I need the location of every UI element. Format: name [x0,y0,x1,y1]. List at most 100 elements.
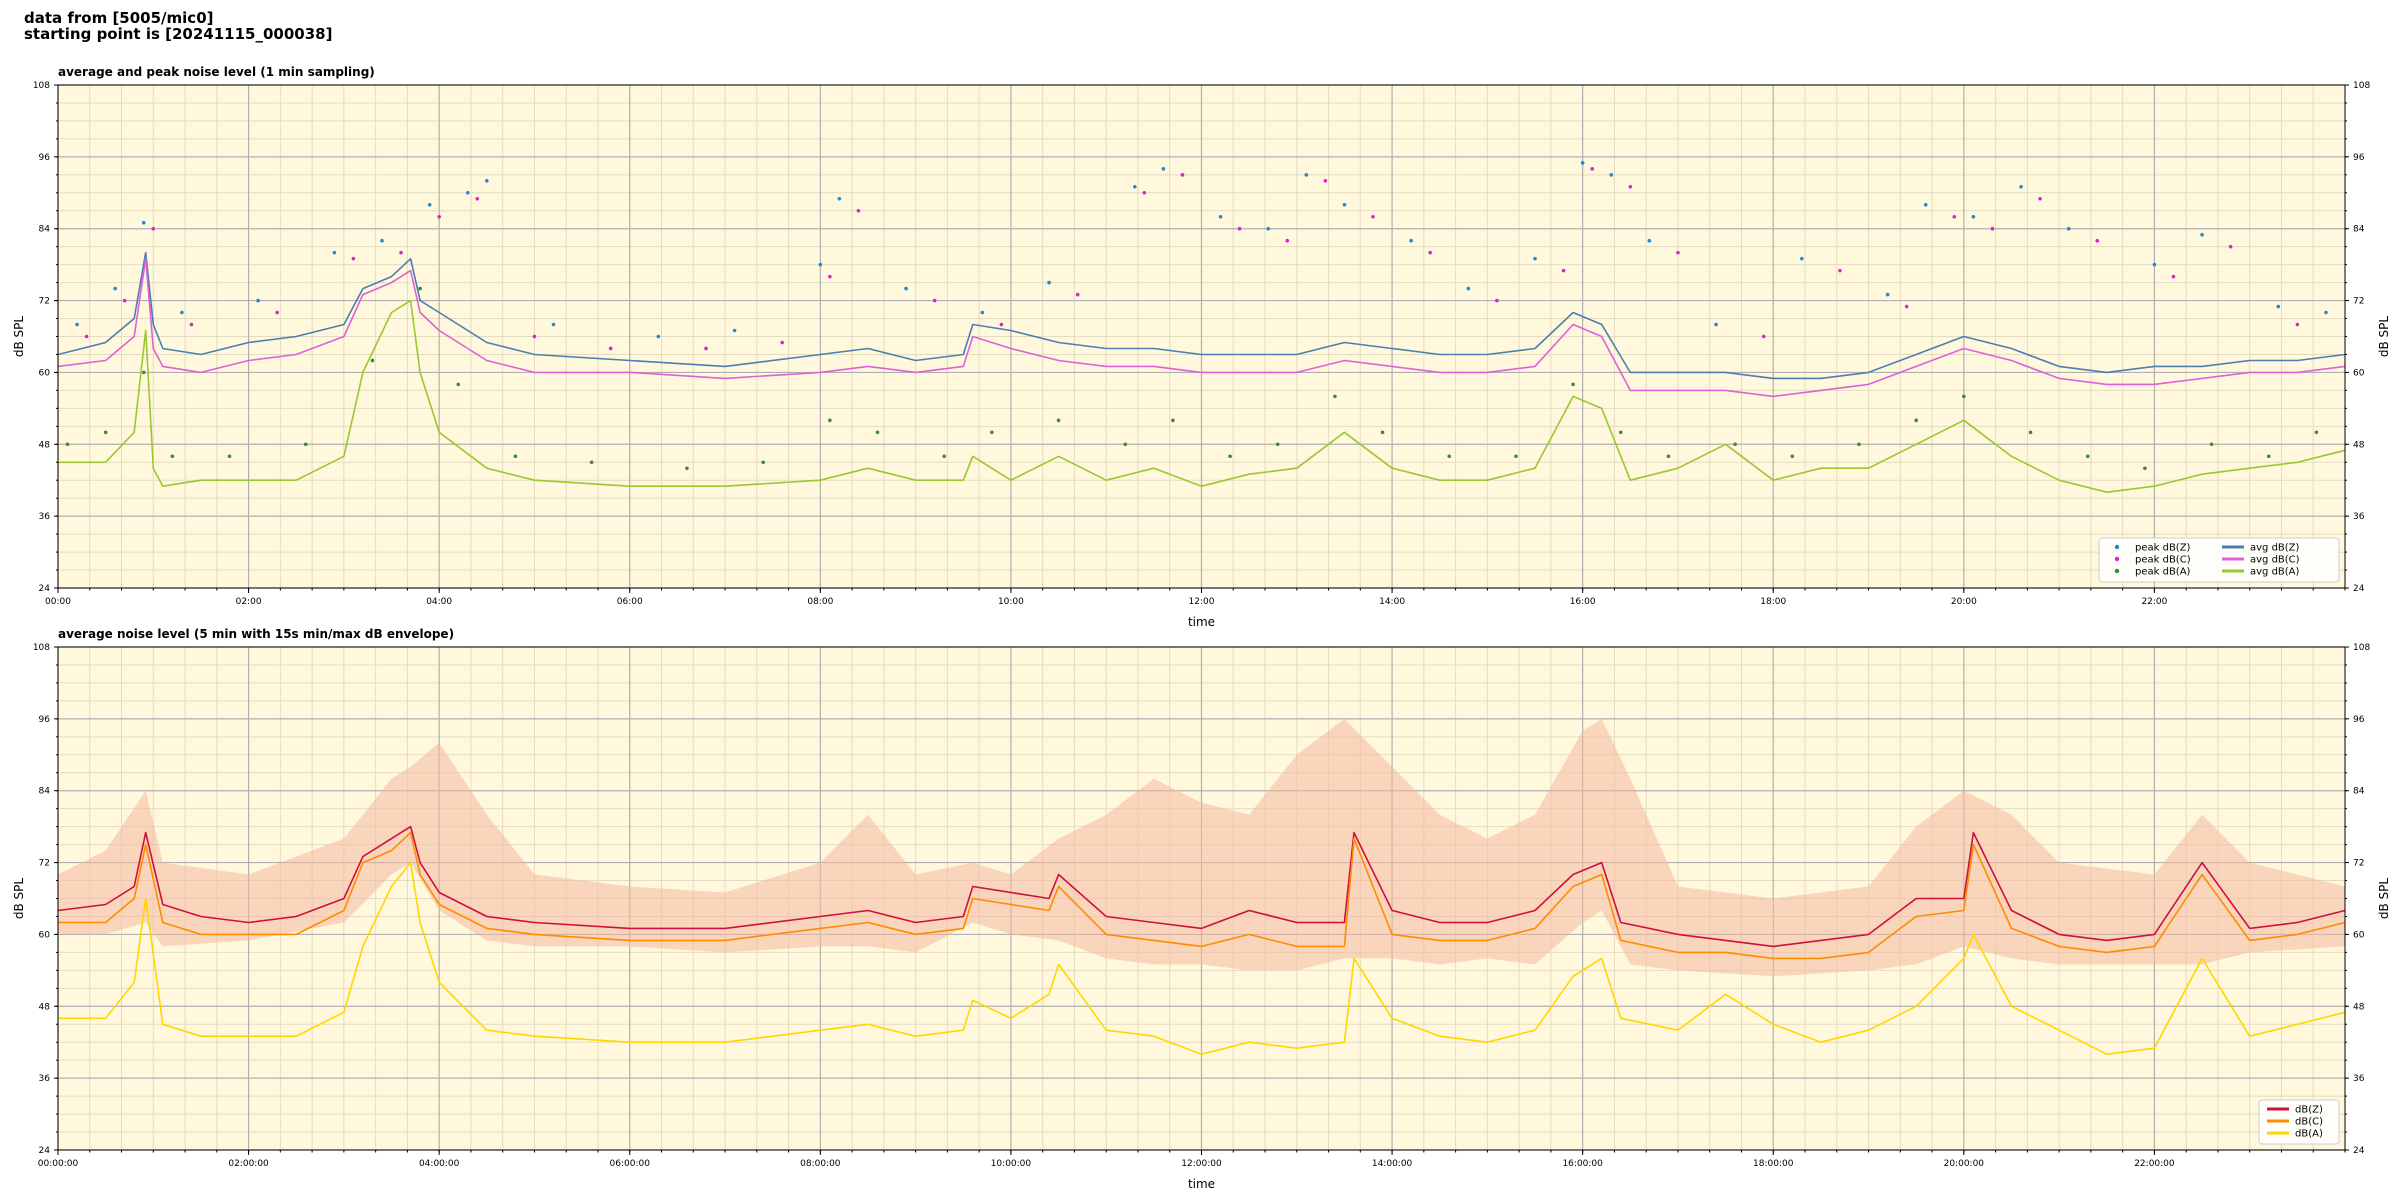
data-point [256,298,260,303]
data-point [1409,238,1413,243]
data-point [1923,202,1928,207]
y-tick-label: 96 [39,715,51,725]
data-point [1676,250,1680,255]
series-line-avg-db-z [57,251,2346,380]
data-point [1666,454,1671,459]
data-point [1628,184,1633,189]
data-point [2085,454,2090,459]
x-tick-label: 06:00:00 [610,1159,651,1169]
x-tick-label: 20:00 [1951,597,1977,607]
data-point [2276,304,2281,309]
data-point [1838,268,1842,273]
data-point [456,382,461,387]
y-axis-label-right: dB SPL [2377,316,2391,358]
data-point [942,454,947,459]
x-tick-label: 02:00:00 [228,1159,269,1169]
y-tick-label-right: 24 [2353,584,2365,594]
data-point [1857,442,1861,447]
data-point [904,286,908,291]
y-axis-label: dB SPL [12,316,26,358]
data-point [485,179,489,183]
data-point [2200,232,2204,237]
envelope-band [58,718,2345,977]
source-label: data from [5005/mic0] [24,9,214,27]
chart-panel-1: 24 24 36 36 48 48 60 60 72 72 84 84 96 96 108 108 00:00 0… [12,65,2391,629]
x-tick-label: 02:00 [236,597,262,607]
y-tick-label: 60 [39,368,51,378]
data-point [351,256,356,261]
data-point [1323,179,1328,183]
x-tick-label: 22:00:00 [2134,1159,2175,1169]
chart-title: average and peak noise level (1 min samp… [58,65,375,79]
data-point [1952,214,1957,219]
y-tick-label: 72 [39,297,50,307]
y-tick-label-right: 24 [2353,1146,2365,1156]
data-point [1590,167,1594,171]
data-point [1990,226,1995,231]
data-point [1533,256,1537,261]
y-axis-label-right: dB SPL [2377,878,2391,920]
x-tick-label: 08:00 [807,597,833,607]
data-point [1161,167,1166,171]
y-tick-label-right: 36 [2353,512,2365,522]
y-tick-label: 24 [39,584,51,594]
data-point [990,430,994,435]
data-point [1056,418,1061,423]
data-point [1904,304,1909,309]
data-point [2324,310,2328,315]
data-point [227,454,232,459]
data-point [1304,173,1309,177]
data-point [704,346,708,351]
y-tick-label: 96 [39,153,51,163]
y-tick-label-right: 96 [2353,715,2365,725]
data-point [1618,430,1623,435]
data-point [151,226,156,231]
data-point [2266,454,2271,459]
data-point [170,454,175,459]
data-point [180,310,184,315]
y-tick-label-right: 108 [2353,81,2370,91]
data-point [837,196,842,201]
data-point [932,298,937,303]
y-tick-label-right: 48 [2353,1002,2365,1012]
data-point [2038,196,2042,201]
data-point [1275,442,1280,447]
data-point [1123,442,1128,447]
data-point [2171,274,2176,279]
data-point [1285,238,1290,243]
legend-label: peak dB(C) [2135,555,2191,566]
legend-marker [2114,568,2120,574]
data-point [1790,454,1795,459]
data-point [1514,454,1518,459]
legend: dB(Z)dB(C)dB(A) [2258,1099,2340,1145]
data-point [1075,292,1080,297]
legend-label: dB(C) [2295,1117,2323,1128]
data-point [1047,280,1051,285]
x-tick-label: 12:00:00 [1181,1159,1222,1169]
legend-label: peak dB(A) [2135,567,2191,578]
x-tick-label: 00:00:00 [38,1159,79,1169]
x-tick-label: 10:00 [998,597,1024,607]
x-tick-label: 16:00 [1570,597,1596,607]
data-point [122,298,127,303]
data-point [999,322,1004,327]
y-tick-label: 24 [39,1146,51,1156]
data-point [980,310,985,315]
y-axis-label: dB SPL [12,878,26,920]
x-tick-label: 18:00:00 [1753,1159,1794,1169]
data-point [437,214,441,219]
data-point [427,202,432,207]
data-point [685,466,689,471]
series-line-db-c [58,831,2346,960]
y-tick-label: 108 [33,81,50,91]
data-point [780,340,785,345]
y-tick-label: 84 [39,787,51,797]
series-peak-db-c [84,167,2300,351]
y-tick-label: 60 [39,930,51,940]
x-tick-label: 08:00:00 [800,1159,841,1169]
data-point [418,286,422,291]
data-point [141,370,146,375]
x-tick-label: 00:00 [45,597,71,607]
y-tick-label-right: 48 [2353,440,2365,450]
